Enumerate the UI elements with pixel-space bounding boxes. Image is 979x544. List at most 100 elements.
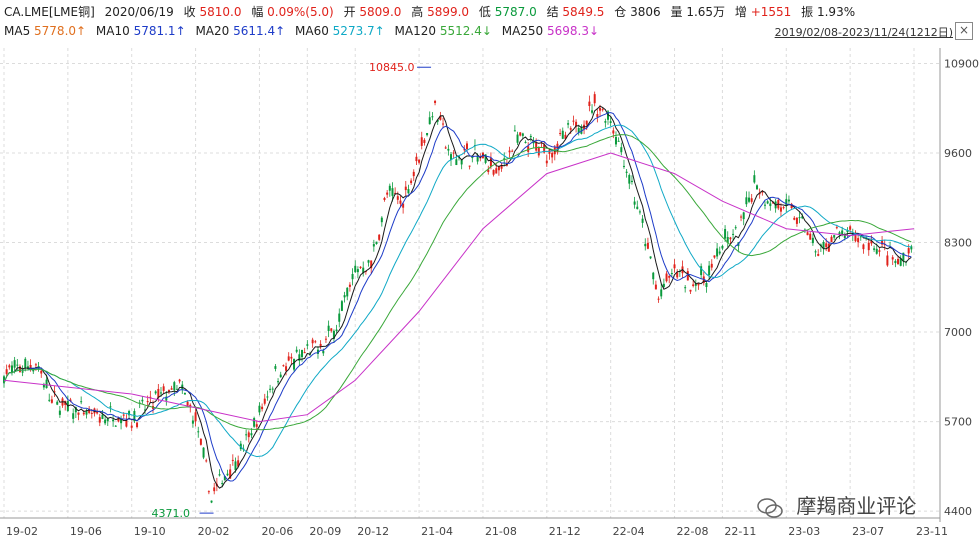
candle-body [391,188,394,196]
candle-body [897,258,900,265]
candle-body [814,251,817,253]
y-tick-label: 5700 [944,416,972,429]
candle-body [769,203,772,207]
candle-body [56,401,59,405]
candle-body [330,328,333,331]
candle-body [652,272,655,280]
candle-body [399,200,402,204]
candle-body [96,411,99,414]
candle-body [849,226,852,230]
candle-body [593,94,596,104]
candle-body [841,230,844,236]
candle-body [700,266,703,276]
candle-body [162,386,165,391]
candle-body [104,419,107,424]
candle-body [843,235,846,238]
candle-body [644,243,647,247]
candle-body [740,216,743,218]
candle-body [218,474,221,476]
candle-body [532,140,535,144]
candle-body [191,420,194,424]
candle-body [753,175,756,183]
candle-body [34,364,37,366]
candle-body [465,143,468,150]
candle-body [332,330,335,339]
candle-body [567,123,570,125]
candle-body [165,396,168,401]
candle-body [24,358,27,368]
y-tick-label: 10900 [944,57,979,70]
candle-body [308,354,311,356]
candle-body [734,227,737,229]
candle-body [77,412,80,415]
candle-body [370,260,373,269]
candle-body [194,412,197,422]
candle-body [891,257,894,260]
candle-body [835,227,838,229]
candle-body [335,329,338,332]
ma10-line [3,112,912,482]
watermark: 摩羯商业评论 [756,490,916,519]
candle-body [271,388,274,390]
quote-date: 2020/06/19 [104,5,174,19]
candle-body [5,369,8,374]
candle-body [503,158,506,160]
candle-body [207,491,210,493]
candle-body [32,370,35,372]
candle-body [463,149,466,151]
oi-value: 3806 [630,5,661,19]
candle-body [607,111,610,120]
candle-body [564,134,567,139]
candle-body [293,359,296,370]
candle-body [795,217,798,224]
date-range[interactable]: 2019/02/08-2023/11/24(1212日) [774,26,953,39]
candle-body [676,272,679,278]
candle-body [80,401,83,403]
candle-body [311,339,314,344]
candle-body [122,414,125,416]
settle-label: 结 [546,5,559,19]
candle-body [229,469,232,479]
close-x-icon[interactable]: × [955,22,973,40]
candle-body [511,150,514,152]
candle-body [434,100,437,103]
candle-body [205,460,208,462]
candle-body [535,142,538,151]
candle-body [295,349,298,352]
candle-body [367,260,370,263]
candle-body [521,133,524,136]
candle-body [420,137,423,146]
candle-body [529,135,532,138]
candle-body [48,399,51,401]
candle-body [596,114,599,118]
candle-body [543,144,546,153]
candle-body [245,434,248,436]
candle-body [199,438,202,445]
x-tick-label: 21-08 [485,525,517,538]
candle-body [16,364,19,366]
candle-body [338,313,341,322]
candle-body [450,154,453,161]
x-tick-label: 21-04 [421,525,453,538]
candle-body [42,384,45,388]
candle-body [322,350,325,354]
candle-body [343,295,346,298]
candle-body [782,207,785,209]
candle-body [378,234,381,240]
candle-body [277,381,280,383]
candle-body [362,267,365,274]
candle-body [591,110,594,113]
candle-body [580,127,583,134]
candle-body [497,166,500,171]
candle-body [285,366,288,371]
candle-body [724,229,727,239]
candle-body [314,341,317,343]
candle-body [902,252,905,262]
candle-body [306,344,309,346]
ma20-label: MA20 5611.4↑ [195,24,286,38]
candle-body [604,121,607,123]
candle-body [436,119,439,122]
candle-body [282,365,285,367]
candle-body [258,405,261,413]
candle-body [356,269,359,273]
